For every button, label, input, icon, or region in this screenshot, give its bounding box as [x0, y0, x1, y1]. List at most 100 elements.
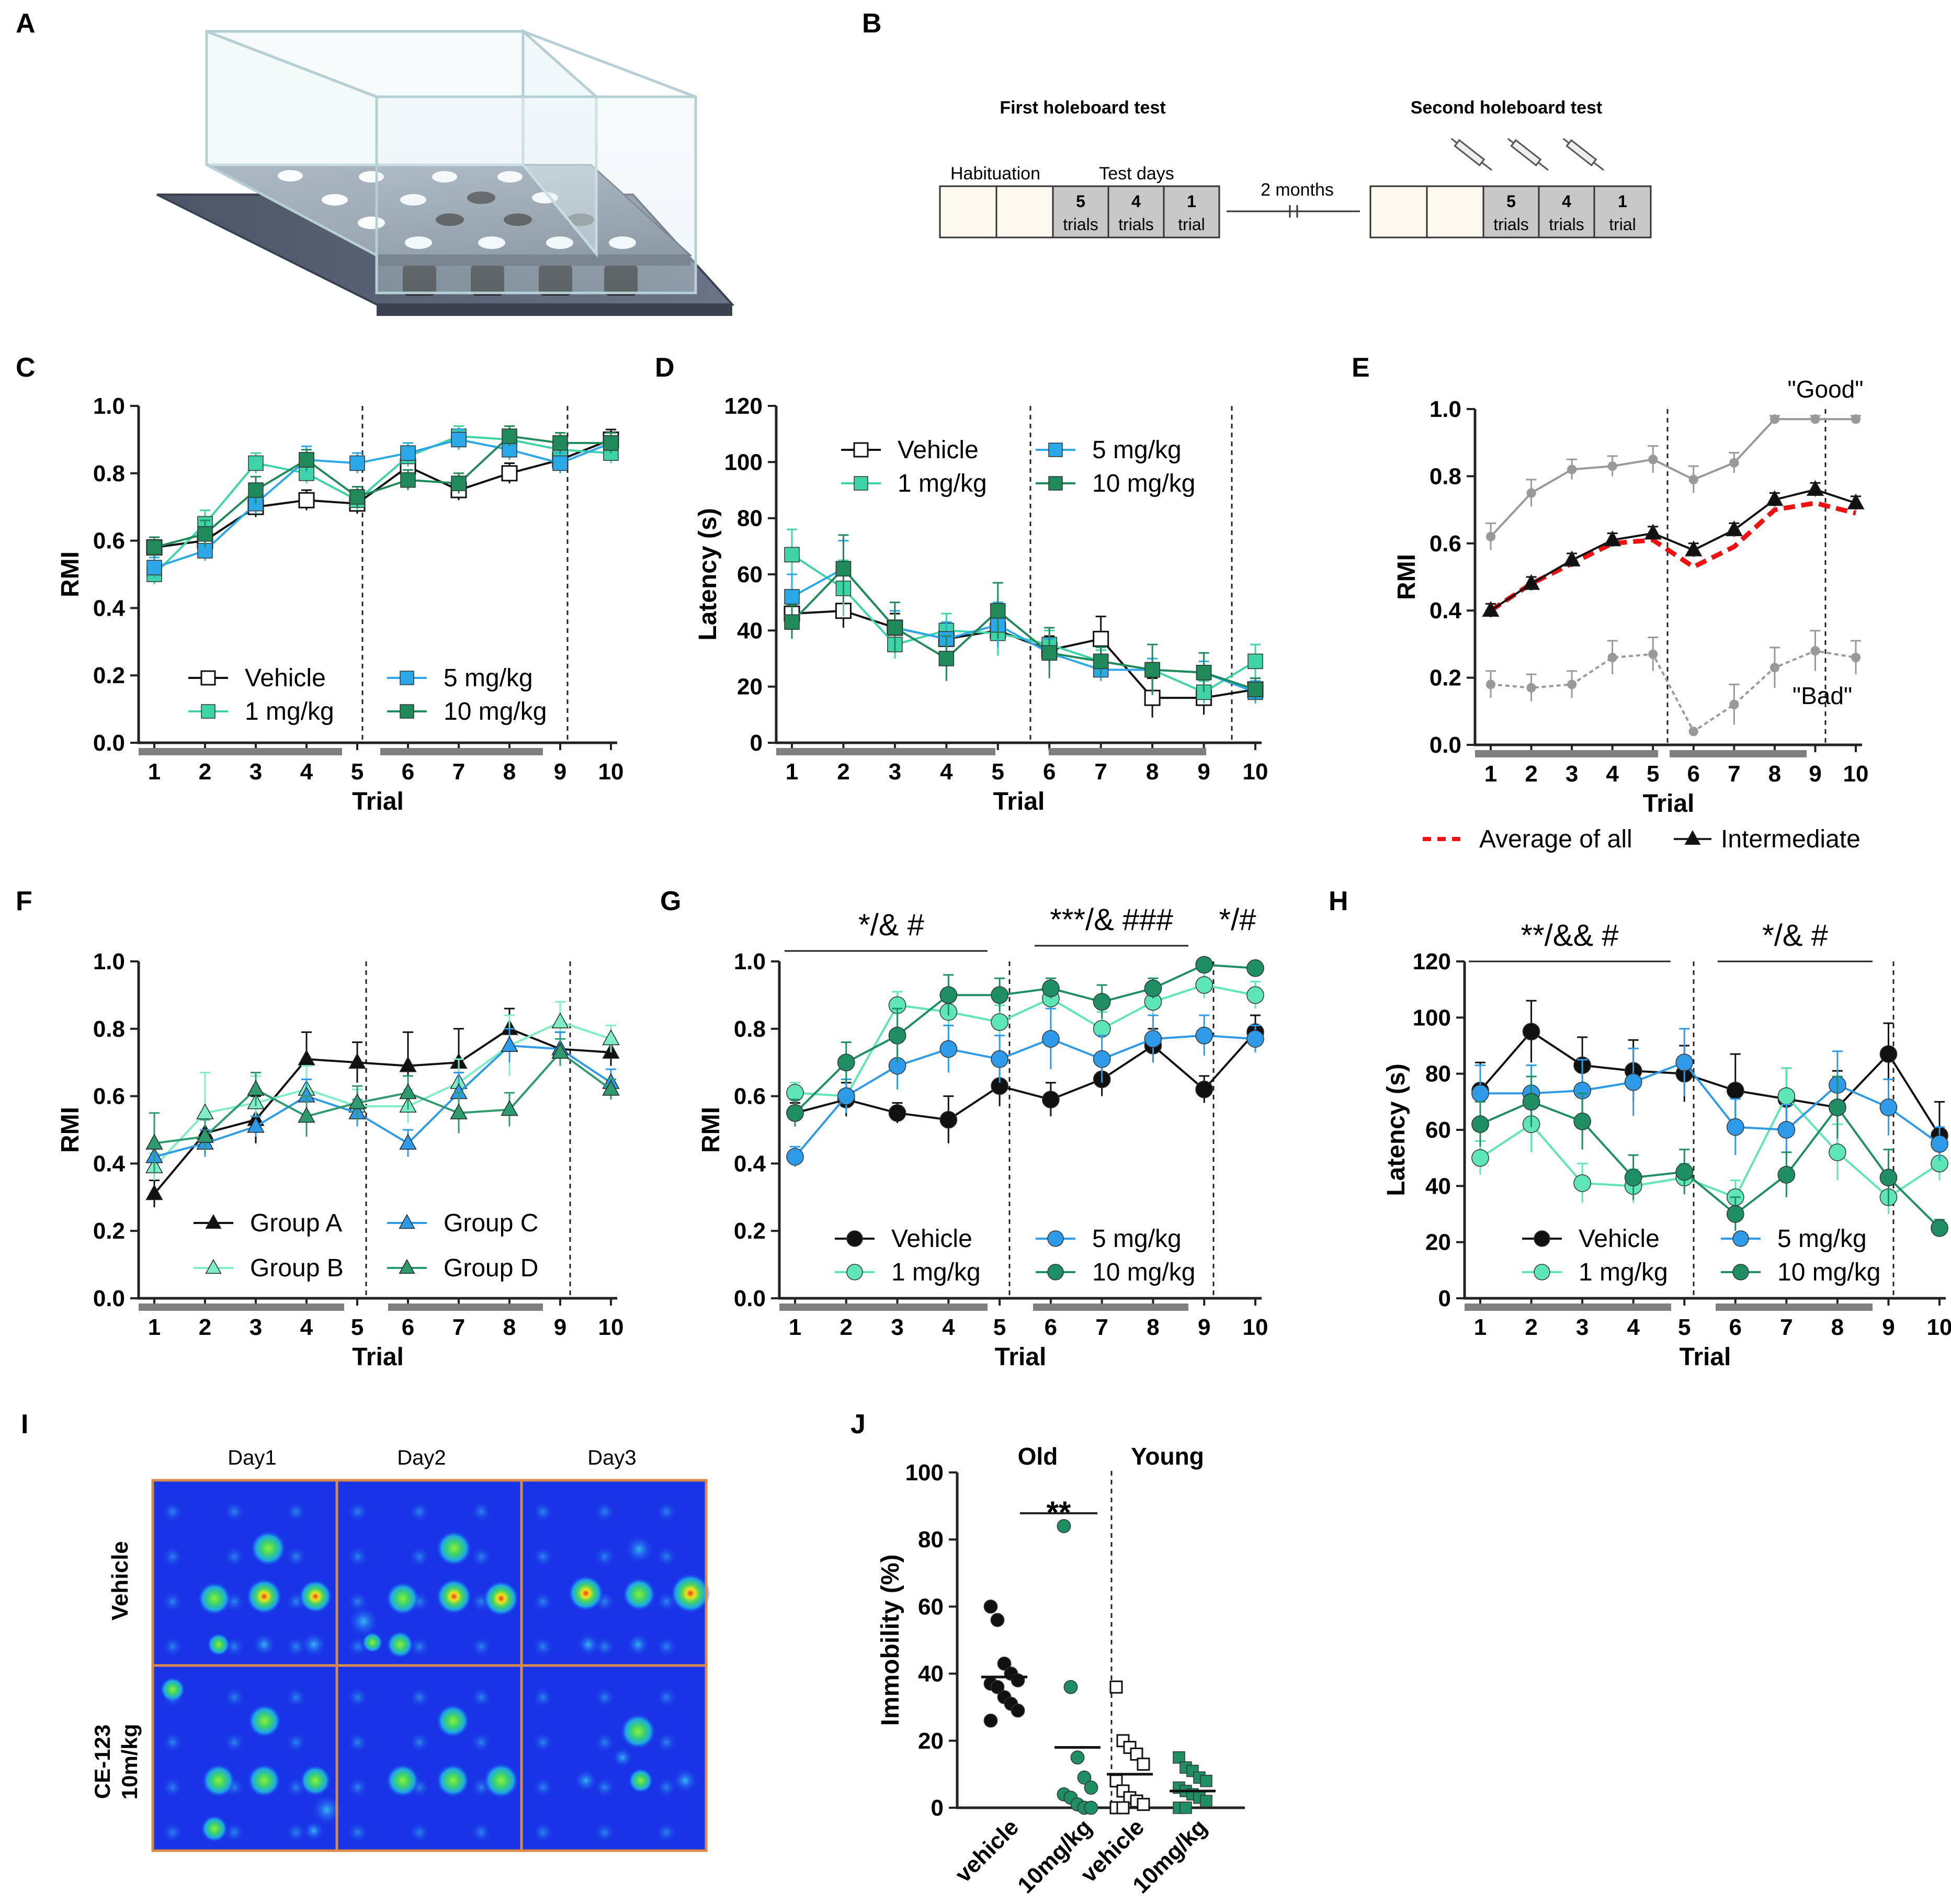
x-tick-label: 8 [1768, 761, 1781, 787]
legend-label: Group C [444, 1209, 538, 1237]
y-tick-label: 1.0 [93, 949, 125, 974]
data-point [1688, 474, 1698, 484]
series-average-of-all [1489, 501, 1857, 613]
data-point [1093, 1019, 1111, 1038]
heat-spot-faint [532, 1687, 553, 1708]
heat-spot-faint [594, 1777, 615, 1798]
box-sub: trials [1063, 215, 1098, 234]
category-label: 10mg/kg [1013, 1814, 1097, 1898]
legend-marker [1047, 1230, 1064, 1247]
series-line [1479, 1094, 1941, 1199]
series-10-mg-kg [1471, 1075, 1948, 1237]
data-point [400, 445, 416, 461]
y-tick-label: 100 [724, 449, 763, 475]
x-tick-label: 3 [889, 759, 901, 785]
data-point [1777, 1166, 1796, 1184]
data-point [1644, 524, 1662, 540]
x-tick-label: 9 [1198, 1314, 1210, 1340]
scatter-point [1116, 1801, 1130, 1815]
y-tick-label: 0.6 [93, 1084, 125, 1109]
y-axis-label: RMI [56, 1107, 84, 1153]
y-tick-label: 0.0 [1430, 732, 1461, 758]
x-tick-label: 2 [840, 1314, 853, 1340]
annotation-good: "Good" [1787, 376, 1863, 403]
y-tick-label: 60 [1425, 1117, 1451, 1143]
heat-spot-faint [347, 1777, 368, 1798]
trial-block-bar [139, 1304, 344, 1311]
scatter-point [1173, 1751, 1185, 1764]
trial-block-bar [779, 1304, 988, 1311]
heat-spot-faint [471, 1501, 492, 1522]
legend-label: Vehicle [1579, 1225, 1660, 1253]
hab-day-2 [995, 185, 1054, 239]
legend-marker [846, 1230, 863, 1247]
data-point [501, 1036, 518, 1052]
heat-spot [625, 1535, 654, 1564]
legend-marker [205, 1214, 222, 1229]
x-tick-label: 3 [249, 1314, 262, 1340]
heat-spot [207, 1633, 230, 1656]
data-point [1829, 1098, 1846, 1116]
legend-marker [1048, 443, 1063, 457]
series-vehicle [784, 593, 1264, 718]
legend-marker [1047, 1264, 1064, 1280]
heat-spot [568, 1576, 604, 1611]
series-5-mg-kg [1471, 1028, 1948, 1161]
y-axis-label: Latency (s) [694, 508, 722, 640]
heat-spot [574, 1769, 597, 1792]
data-point [1567, 679, 1577, 689]
significance-label: **/&& # [1521, 919, 1619, 953]
data-point [197, 526, 213, 542]
data-point [349, 489, 365, 505]
heat-spot-faint [594, 1546, 615, 1567]
heat-spot-faint [224, 1687, 245, 1708]
data-point [348, 1093, 366, 1109]
data-point [1042, 1030, 1060, 1048]
data-point [399, 1083, 417, 1100]
heat-spot [622, 1578, 656, 1611]
y-tick-label: 0.2 [1430, 665, 1461, 691]
x-tick-label: 1 [148, 759, 161, 785]
data-point [1144, 662, 1160, 678]
data-point [786, 1084, 804, 1102]
series-line [791, 567, 1256, 690]
data-point [1726, 1082, 1744, 1100]
panel-letter-f: F [16, 886, 32, 916]
data-point [1522, 1023, 1540, 1041]
data-point [1931, 1219, 1948, 1237]
heat-spot-faint [656, 1777, 677, 1798]
heat-spot-faint [224, 1822, 245, 1843]
legend-marker [201, 704, 215, 719]
test-day-3 [1163, 185, 1220, 239]
legend-entry: 10 mg/kg [1036, 470, 1195, 497]
y-tick-label: 0 [931, 1795, 944, 1821]
x-tick-label: 7 [452, 759, 465, 785]
panel-letter-a: A [16, 8, 36, 39]
legend-entry: Vehicle [1522, 1225, 1660, 1253]
heat-spot [300, 1765, 331, 1796]
x-tick-label: 2 [1525, 1314, 1537, 1340]
data-point [1471, 1149, 1489, 1167]
panel-b-timeline: First holeboard test Second holeboard te… [939, 98, 1652, 239]
box-sub: trials [1549, 215, 1584, 234]
syringe-icon [1562, 138, 1604, 171]
y-tick-label: 0.8 [93, 461, 125, 486]
data-point [602, 1029, 620, 1046]
heat-spot-faint [409, 1732, 430, 1753]
legend-label: Vehicle [245, 664, 326, 692]
data-point [602, 1080, 620, 1096]
series-1-mg-kg [146, 425, 619, 585]
y-tick-label: 80 [918, 1527, 944, 1552]
heat-spot-faint [224, 1732, 245, 1753]
legend-entry: 5 mg/kg [1721, 1225, 1867, 1253]
x-tick-label: 10 [1243, 759, 1268, 785]
data-point [299, 452, 314, 468]
heat-spot [362, 1632, 383, 1653]
heat-spot [387, 1631, 414, 1658]
day-label: Day2 [397, 1446, 446, 1469]
group-label-young: Young [1131, 1443, 1204, 1470]
heat-spot [671, 1573, 710, 1613]
heat-spot [301, 1632, 326, 1657]
legend-label: Vehicle [891, 1225, 972, 1253]
x-tick-label: 3 [1566, 761, 1578, 787]
